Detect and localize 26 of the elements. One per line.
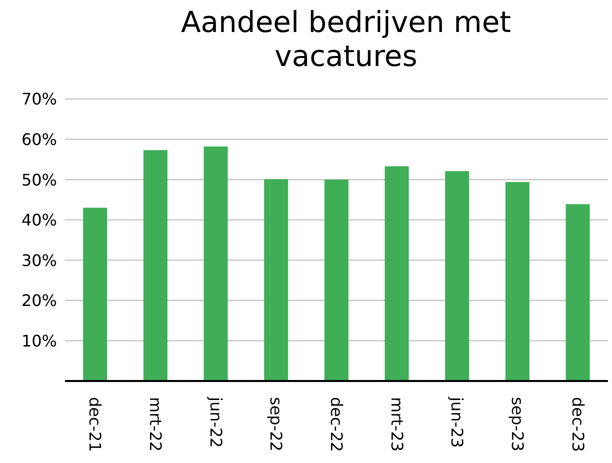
chart-title: Aandeel bedrijven met vacatures: [180, 4, 512, 75]
x-tick-label: mrt-23: [387, 397, 406, 452]
bar: [264, 179, 288, 381]
y-tick-label: 30%: [21, 250, 57, 270]
bar: [445, 171, 470, 381]
x-tick-label: jun-22: [206, 396, 226, 448]
y-tick-label: 20%: [21, 291, 57, 310]
bar: [143, 150, 168, 381]
x-tick-label: jun-23: [448, 396, 467, 448]
y-tick-label: 10%: [21, 331, 57, 350]
y-tick-label: 60%: [21, 130, 57, 149]
bar: [505, 182, 530, 381]
x-tick-label: dec-23: [568, 397, 588, 452]
x-tick-label: sep-23: [508, 397, 527, 452]
y-tick-label: 40%: [21, 210, 57, 230]
x-tick-label: mrt-22: [146, 397, 165, 452]
bar: [204, 146, 228, 381]
y-tick-label: 70%: [21, 90, 57, 109]
bar: [324, 180, 348, 381]
bar: [566, 204, 590, 381]
y-tick-label: 50%: [21, 170, 57, 190]
x-tick-label: sep-22: [266, 397, 286, 452]
x-tick-label: dec-22: [327, 397, 346, 452]
bar: [83, 208, 108, 381]
x-tick-label: dec-21: [86, 397, 105, 452]
bar: [384, 166, 409, 381]
